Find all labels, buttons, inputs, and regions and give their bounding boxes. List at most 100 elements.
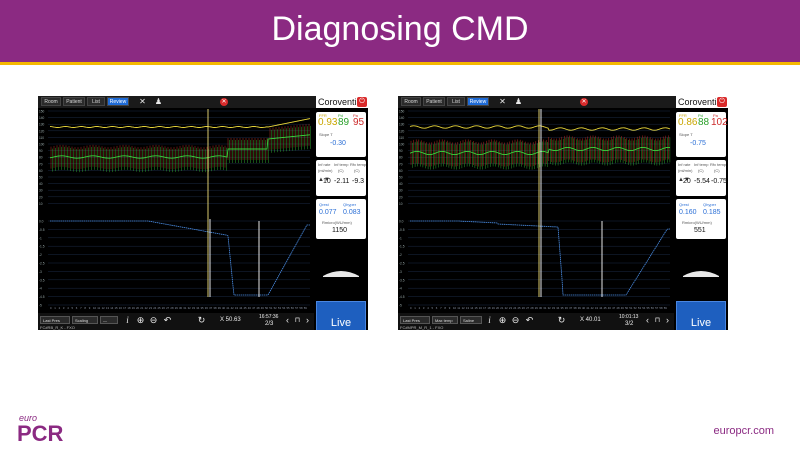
zoom-in-icon[interactable]: ⊕ [498, 315, 507, 325]
tools-icon[interactable]: ✕ [499, 97, 506, 106]
next-icon[interactable]: › [666, 315, 669, 325]
side-panel: FFR Pd Pa 0.86 88 102 Slope T -0.75 Inf … [676, 109, 728, 330]
close-icon[interactable]: ✕ [220, 98, 228, 106]
x-tick-label: 4 [67, 306, 69, 310]
x-tick-label: 14 [110, 306, 114, 310]
zoom-out-icon[interactable]: ⊖ [511, 315, 520, 325]
x-tick-label: 27 [526, 306, 530, 310]
x-tick-label: 16 [119, 306, 123, 310]
x-tick-label: 25 [158, 306, 162, 310]
x-tick-label: 31 [543, 306, 547, 310]
zoom-out-icon[interactable]: ⊖ [149, 315, 158, 325]
y-tick-label: 30 [399, 189, 403, 193]
x-tick-label: 39 [578, 306, 582, 310]
close-icon[interactable]: ✕ [580, 98, 588, 106]
pa-value: 102 [711, 117, 728, 128]
slope-value: -0.75 [690, 140, 706, 147]
y-tick-label: 130 [39, 123, 45, 127]
refresh-icon[interactable]: ↻ [557, 315, 566, 325]
q-rest-value: 0.077 [319, 209, 337, 216]
rate-stepper-icon[interactable]: ▲▼ [318, 177, 330, 183]
undo-icon[interactable]: ↶ [163, 315, 172, 325]
live-button[interactable]: Live [316, 301, 366, 330]
scaling-dropdown[interactable]: Max temp [432, 316, 458, 324]
y-tick-label: 0.0 [399, 220, 404, 224]
x-tick-label: 13 [466, 306, 470, 310]
y-tick-label: -2 [39, 253, 42, 257]
x-tick-label: 30 [179, 306, 183, 310]
x-tick-label: 50 [265, 306, 269, 310]
x-tick-label: 9 [449, 306, 451, 310]
y-tick-label: 10 [39, 202, 43, 206]
next-icon[interactable]: › [306, 315, 309, 325]
x-tick-label: 36 [565, 306, 569, 310]
lock-icon[interactable]: ⊓ [294, 317, 301, 324]
transit-card: Qrest Qhyper 0.160 0.185 Rmicro(WU/mm) 5… [676, 199, 726, 239]
rate-stepper-icon[interactable]: ▲▼ [678, 177, 690, 183]
live-button[interactable]: Live [676, 301, 726, 330]
zoom-in-icon[interactable]: ⊕ [136, 315, 145, 325]
x-tick-label: 12 [462, 306, 466, 310]
tab-patient[interactable]: Patient [63, 97, 85, 106]
expand-handle-icon[interactable] [682, 269, 720, 277]
x-tick-label: 42 [231, 306, 235, 310]
tab-review[interactable]: Review [107, 97, 129, 106]
inf-rate-value: 10 [323, 178, 331, 185]
x-tick-label: 6 [76, 306, 78, 310]
x-tick-label: 41 [586, 306, 590, 310]
x-tick-label: 49 [621, 306, 625, 310]
x-tick-label: 11 [457, 306, 460, 310]
x-tick-label: 17 [483, 306, 487, 310]
undo-icon[interactable]: ↶ [525, 315, 534, 325]
x-tick-label: 48 [616, 306, 620, 310]
x-tick-label: 45 [244, 306, 248, 310]
mode-dropdown[interactable]: Saline [460, 316, 482, 324]
x-tick-label: 33 [192, 306, 196, 310]
prev-icon[interactable]: ‹ [646, 315, 649, 325]
tab-room[interactable]: Room [401, 97, 421, 106]
pressure-dropdown[interactable]: Last Pres [400, 316, 430, 324]
power-icon[interactable]: ⏻ [717, 97, 727, 107]
brand-logo: Coroventis [318, 97, 362, 107]
tab-list[interactable]: List [87, 97, 105, 106]
x-readout: X 50.63 [220, 317, 241, 323]
x-tick-label: 1 [54, 306, 56, 310]
top-toolbar: Room Patient List Review ✕ ♟ ✕ [38, 96, 368, 108]
pa-label: Pa [353, 113, 358, 118]
x-tick-label: 44 [239, 306, 243, 310]
x-tick-label: 40 [222, 306, 226, 310]
x-tick-label: 34 [196, 306, 200, 310]
y-tick-label: -0.5 [39, 228, 45, 232]
user-icon[interactable]: ♟ [154, 97, 163, 106]
expand-handle-icon[interactable] [322, 269, 360, 277]
tab-list[interactable]: List [447, 97, 465, 106]
thermo-trace [50, 220, 310, 296]
x-tick-label: 23 [509, 306, 513, 310]
prev-icon[interactable]: ‹ [286, 315, 289, 325]
inf-rate-unit: (ml/min) [318, 168, 333, 173]
y-tick-label: 140 [399, 116, 405, 120]
lock-icon[interactable]: ⊓ [654, 317, 661, 324]
slope-value: -0.30 [330, 140, 346, 147]
y-tick-label: -0.5 [399, 228, 405, 232]
x-tick-label: 57 [295, 306, 299, 310]
q-rest-label: Qrest [319, 202, 329, 207]
tab-patient[interactable]: Patient [423, 97, 445, 106]
x-tick-label: 2 [59, 306, 61, 310]
x-tick-label: 12 [102, 306, 106, 310]
info-icon[interactable]: i [488, 315, 491, 325]
mode-dropdown[interactable]: — [100, 316, 118, 324]
power-icon[interactable]: ⏻ [357, 97, 367, 107]
file-name: FC#MPR_M_R_1 - FXO [400, 325, 444, 330]
x-tick-label: 19 [132, 306, 136, 310]
user-icon[interactable]: ♟ [514, 97, 523, 106]
tools-icon[interactable]: ✕ [139, 97, 146, 106]
x-tick-label: 51 [629, 306, 633, 310]
refresh-icon[interactable]: ↻ [197, 315, 206, 325]
tab-room[interactable]: Room [41, 97, 61, 106]
resistance-value: 1150 [332, 227, 348, 234]
pressure-dropdown[interactable]: Last Pres [40, 316, 70, 324]
scaling-dropdown[interactable]: Scaling [72, 316, 98, 324]
info-icon[interactable]: i [126, 315, 129, 325]
tab-review[interactable]: Review [467, 97, 489, 106]
